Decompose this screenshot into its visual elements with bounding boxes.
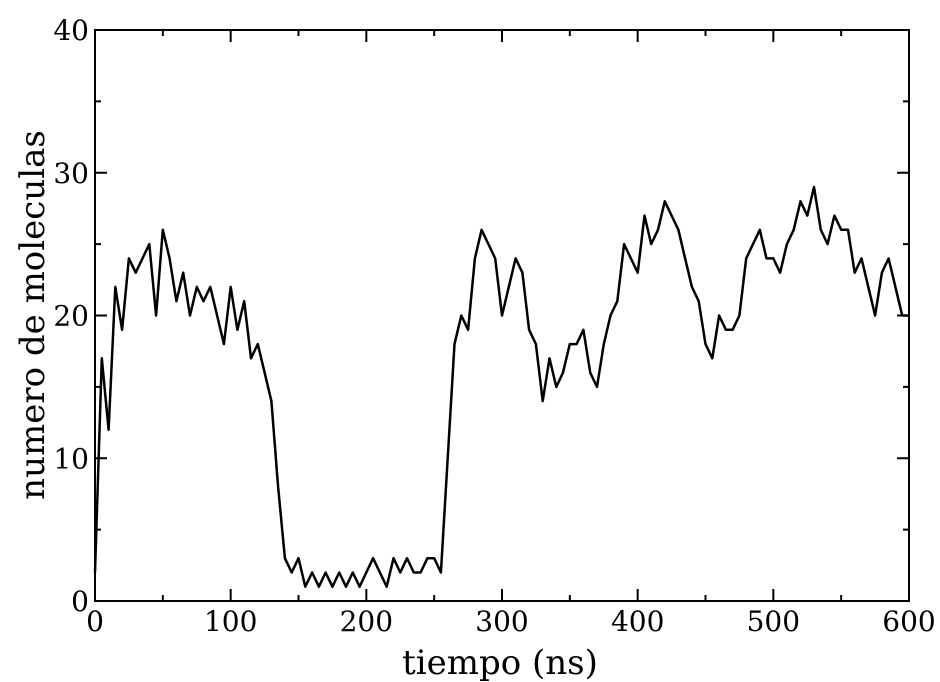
x-tick-label: 500: [747, 605, 800, 638]
y-axis-title: numero de moleculas: [13, 130, 53, 500]
y-tick-label: 0: [71, 585, 89, 618]
y-tick-label: 40: [53, 14, 89, 47]
x-axis-title: tiempo (ns): [402, 643, 598, 682]
x-tick-label: 600: [882, 605, 935, 638]
x-tick-label: 400: [611, 605, 664, 638]
x-tick-label: 300: [475, 605, 528, 638]
x-tick-label: 0: [86, 605, 104, 638]
y-tick-label: 30: [53, 157, 89, 190]
y-tick-label: 10: [53, 442, 89, 475]
x-tick-label: 200: [340, 605, 393, 638]
x-tick-label: 100: [204, 605, 257, 638]
y-tick-label: 20: [53, 300, 89, 333]
ticks-layer: 0 100 200 300 400 500 600 0 10 20 30 40: [53, 14, 935, 638]
series-line-0: [93, 185, 909, 588]
series-layer: [93, 185, 909, 588]
